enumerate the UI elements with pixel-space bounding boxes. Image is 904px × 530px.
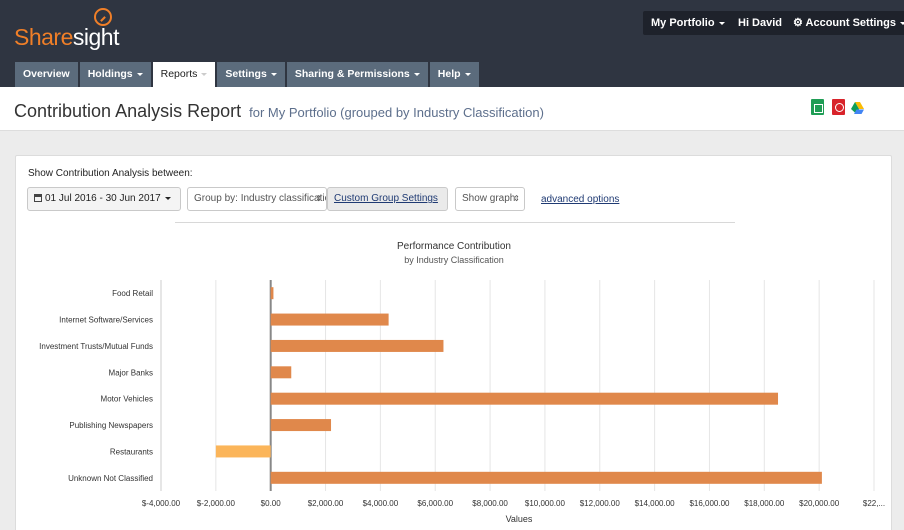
category-label: Publishing Newspapers <box>69 421 153 430</box>
chart-category-labels: Food Retail Internet Software/Services Inv… <box>39 289 153 483</box>
show-graph-select[interactable]: Show graph ⇕ <box>455 187 525 211</box>
date-range-picker[interactable]: 01 Jul 2016 - 30 Jun 2017 <box>27 187 181 211</box>
tab-help[interactable]: Help <box>429 62 479 87</box>
bar-unknown-not-classified[interactable] <box>270 471 822 484</box>
calendar-icon <box>34 194 42 202</box>
top-header: Sharesight My Portfolio Hi David ⚙ Accou… <box>0 0 904 87</box>
x-tick-label: $10,000.00 <box>525 499 566 508</box>
report-panel: Show Contribution Analysis between: 01 J… <box>15 155 892 530</box>
performance-contribution-chart: Performance Contribution by Industry Cla… <box>39 241 885 524</box>
x-tick-label: $14,000.00 <box>635 499 676 508</box>
chevron-down-icon <box>899 21 904 25</box>
chevron-down-icon <box>136 72 143 76</box>
report-title: Contribution Analysis Report <box>14 101 242 121</box>
x-tick-label: $20,000.00 <box>799 499 840 508</box>
gear-icon: ⚙ <box>793 17 803 29</box>
page-title-bar: Contribution Analysis Report for My Port… <box>0 87 904 131</box>
bar-publishing-newspapers[interactable] <box>270 419 332 432</box>
category-label: Internet Software/Services <box>59 316 153 325</box>
pdf-export-icon[interactable] <box>832 99 845 115</box>
bar-restaurants[interactable] <box>215 445 271 458</box>
portfolio-menu-label: My Portfolio <box>651 17 715 29</box>
x-tick-label: $6,000.00 <box>417 499 453 508</box>
tab-label: Holdings <box>87 68 133 80</box>
x-tick-label: $-2,000.00 <box>197 499 236 508</box>
x-tick-label: $8,000.00 <box>472 499 508 508</box>
x-tick-label: $16,000.00 <box>689 499 730 508</box>
chevron-down-icon <box>718 21 725 25</box>
category-label: Motor Vehicles <box>101 395 153 404</box>
chevron-down-icon <box>464 72 471 76</box>
sharesight-logo[interactable]: Sharesight <box>14 24 119 51</box>
custom-group-settings-button[interactable]: Custom Group Settings <box>327 187 448 211</box>
x-tick-label: $12,000.00 <box>580 499 621 508</box>
group-by-select[interactable]: Group by: Industry classification ⇕ <box>187 187 327 211</box>
bar-major-banks[interactable] <box>270 366 292 379</box>
advanced-options-link[interactable]: advanced options <box>541 194 620 205</box>
tab-label: Help <box>437 68 461 80</box>
tab-label: Reports <box>160 68 198 80</box>
google-drive-export-icon[interactable] <box>851 102 864 114</box>
date-range-label: Show Contribution Analysis between: <box>28 168 193 179</box>
bar-investment-trusts-mutual-funds[interactable] <box>270 339 444 352</box>
category-label: Investment Trusts/Mutual Funds <box>39 342 153 351</box>
tab-label: Sharing & Permissions <box>294 68 410 80</box>
x-tick-label: $22,... <box>863 499 885 508</box>
chart-x-tick-labels: $-4,000.00 $-2,000.00 $0.00 $2,000.00 $4,000… <box>142 499 885 508</box>
x-axis-label: Values <box>506 514 533 524</box>
chevron-down-icon <box>413 72 420 76</box>
tab-overview[interactable]: Overview <box>15 62 78 87</box>
tab-holdings[interactable]: Holdings <box>79 62 151 87</box>
category-label: Unknown Not Classified <box>68 474 153 483</box>
report-subtitle: for My Portfolio (grouped by Industry Cl… <box>249 105 544 120</box>
group-by-value: Group by: Industry classification <box>194 193 327 204</box>
category-label: Major Banks <box>109 368 153 377</box>
chevron-down-icon <box>201 72 208 76</box>
account-settings-button[interactable]: ⚙ Account Settings <box>785 11 904 35</box>
account-settings-label: Account Settings <box>805 17 896 29</box>
date-range-value: 01 Jul 2016 - 30 Jun 2017 <box>45 193 161 204</box>
chevron-down-icon <box>270 72 277 76</box>
category-label: Food Retail <box>112 289 153 298</box>
user-greeting[interactable]: Hi David <box>730 11 791 35</box>
chart-gridlines <box>160 280 875 491</box>
x-tick-label: $2,000.00 <box>308 499 344 508</box>
chart-bars <box>215 287 822 484</box>
tab-label: Overview <box>23 68 70 80</box>
x-tick-label: $-4,000.00 <box>142 499 181 508</box>
page-title: Contribution Analysis Report for My Port… <box>14 101 544 122</box>
x-tick-label: $0.00 <box>261 499 282 508</box>
chart-title: Performance Contribution <box>397 241 511 252</box>
tab-settings[interactable]: Settings <box>217 62 285 87</box>
logo-text-sight: sight <box>72 24 120 50</box>
bar-food-retail[interactable] <box>270 287 274 300</box>
greeting-label: Hi David <box>738 17 783 29</box>
tab-label: Settings <box>225 68 267 80</box>
chart-subtitle: by Industry Classification <box>404 255 504 265</box>
x-tick-label: $4,000.00 <box>363 499 399 508</box>
logo-chart-icon <box>94 8 112 26</box>
spreadsheet-export-icon[interactable] <box>811 99 824 115</box>
show-graph-value: Show graph <box>462 193 516 204</box>
divider <box>175 222 735 223</box>
select-arrows-icon: ⇕ <box>513 194 520 203</box>
bar-internet-software-services[interactable] <box>270 313 389 326</box>
tab-reports[interactable]: Reports <box>152 62 216 87</box>
tab-sharing-permissions[interactable]: Sharing & Permissions <box>286 62 428 87</box>
select-arrows-icon: ⇕ <box>315 194 322 203</box>
portfolio-menu-button[interactable]: My Portfolio <box>643 11 733 35</box>
main-nav: Overview Holdings Reports Settings Shari… <box>15 62 481 87</box>
custom-group-settings-label: Custom Group Settings <box>334 193 438 204</box>
logo-text-share: Share <box>14 24 73 50</box>
chevron-down-icon <box>164 196 171 200</box>
bar-motor-vehicles[interactable] <box>270 392 779 405</box>
x-tick-label: $18,000.00 <box>744 499 785 508</box>
category-label: Restaurants <box>110 447 153 456</box>
